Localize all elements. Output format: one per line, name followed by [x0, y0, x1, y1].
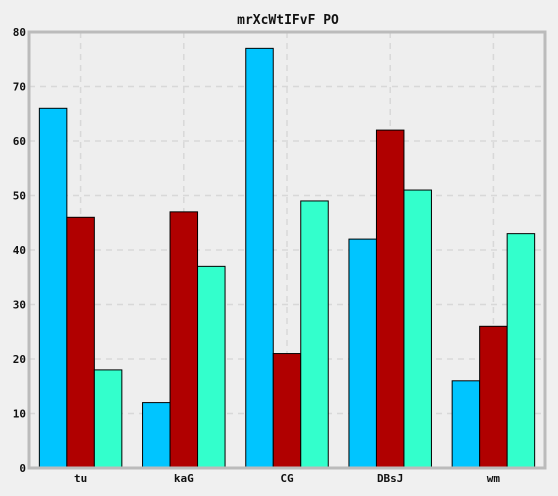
- x-tick-label: kaG: [174, 472, 194, 485]
- chart-title: mrXcWtIFvF PO: [237, 13, 339, 28]
- bar: [479, 325, 508, 469]
- y-tick-label: 30: [13, 299, 26, 312]
- bar: [272, 353, 302, 469]
- x-tick-label: DBsJ: [377, 472, 404, 485]
- y-tick-label: 50: [13, 190, 26, 203]
- y-tick-label: 0: [19, 462, 26, 475]
- y-tick-label: 40: [13, 244, 26, 257]
- bar: [348, 238, 377, 469]
- x-tick-label: CG: [280, 472, 294, 485]
- bar: [451, 380, 481, 469]
- bar: [197, 265, 226, 469]
- bar: [506, 233, 536, 469]
- plot-frame: [27, 30, 547, 470]
- axes: 0 10 20 30 40 50 60 70 80 tu kaG CG DBsJ wm: [13, 26, 501, 485]
- y-tick-label: 80: [13, 26, 26, 39]
- bar: [245, 47, 274, 469]
- y-tick-label: 10: [13, 408, 26, 421]
- bar: [375, 129, 405, 469]
- bar: [93, 369, 123, 469]
- bar: [169, 211, 199, 469]
- y-tick-label: 60: [13, 135, 26, 148]
- x-tick-label: wm: [487, 472, 501, 485]
- bar: [142, 402, 171, 469]
- bar: [403, 189, 432, 469]
- y-tick-label: 70: [13, 81, 26, 94]
- bar: [66, 216, 95, 469]
- y-tick-label: 20: [13, 353, 26, 366]
- bar: [300, 200, 329, 469]
- bar: [38, 107, 68, 469]
- bars: [38, 47, 536, 469]
- x-tick-label: tu: [74, 472, 87, 485]
